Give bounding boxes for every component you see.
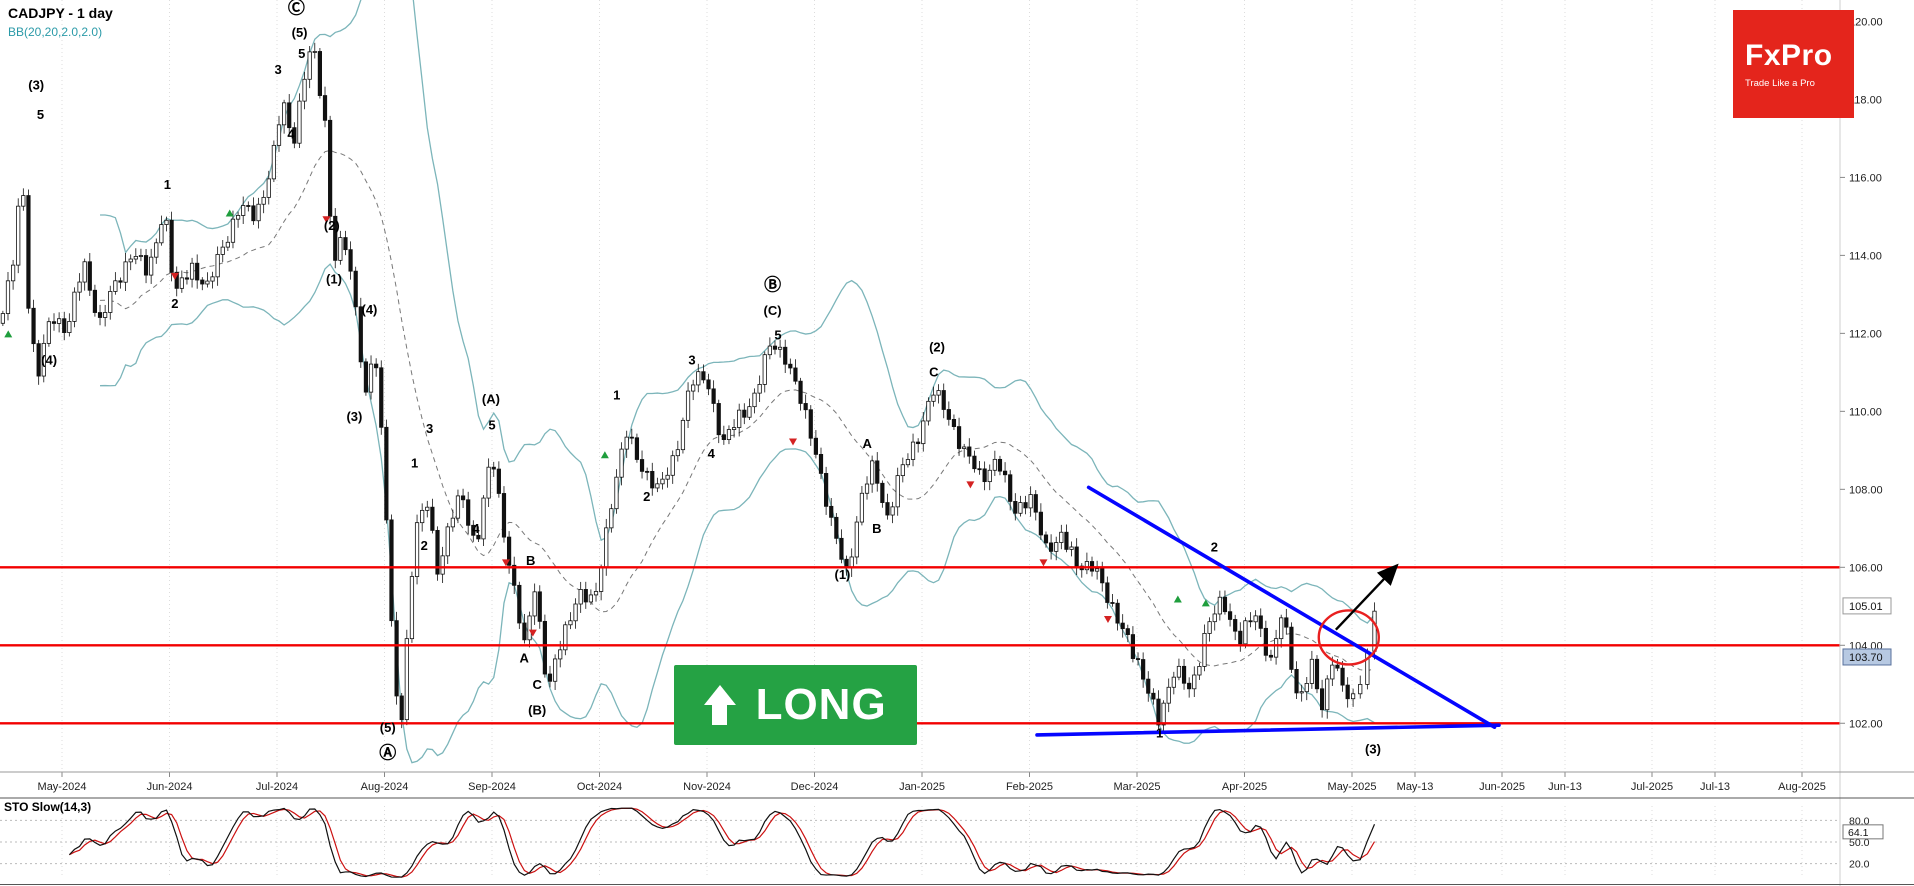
svg-text:120.00: 120.00 [1849,16,1883,28]
svg-text:Ⓑ: Ⓑ [764,274,781,294]
svg-text:(1): (1) [326,271,342,286]
svg-text:103.70: 103.70 [1849,652,1883,664]
svg-text:20.0: 20.0 [1849,859,1870,871]
long-signal-label: LONG [755,679,887,729]
svg-text:102.00: 102.00 [1849,718,1883,730]
svg-text:5: 5 [488,418,495,433]
svg-text:May-2024: May-2024 [38,781,87,793]
svg-text:112.00: 112.00 [1849,328,1882,340]
svg-text:118.00: 118.00 [1849,94,1882,106]
support-resistance-levels [0,566,1840,725]
svg-text:116.00: 116.00 [1849,172,1882,184]
sto-indicator-label: STO Slow(14,3) [4,800,92,814]
svg-text:(B): (B) [528,703,546,718]
svg-text:4: 4 [472,521,480,536]
svg-text:Apr-2025: Apr-2025 [1222,781,1267,793]
long-signal-badge: LONG [673,664,917,745]
svg-text:50.0: 50.0 [1849,837,1870,849]
grid [61,0,1803,878]
svg-text:5: 5 [298,46,305,61]
svg-text:Aug-2024: Aug-2024 [361,781,409,793]
svg-text:May-13: May-13 [1397,781,1434,793]
fxpro-logo-name: FxPro [1745,39,1833,72]
svg-text:(C): (C) [764,303,782,318]
svg-text:(A): (A) [482,392,500,407]
svg-text:5: 5 [774,328,781,343]
signal-markers [4,209,1210,637]
svg-text:Nov-2024: Nov-2024 [683,781,731,793]
svg-text:Sep-2024: Sep-2024 [468,781,516,793]
svg-text:2: 2 [643,489,650,504]
svg-text:Jun-2024: Jun-2024 [147,781,193,793]
bollinger-indicator-label: BB(20,20,2.0,2.0) [8,24,103,39]
highlight-annotations [1317,563,1399,666]
svg-text:Feb-2025: Feb-2025 [1006,781,1053,793]
svg-text:Ⓐ: Ⓐ [379,742,396,762]
svg-text:Ⓒ: Ⓒ [288,0,305,18]
svg-text:Jul-2024: Jul-2024 [256,781,298,793]
svg-text:B: B [526,553,535,568]
svg-text:C: C [929,364,939,379]
svg-text:Jul-2025: Jul-2025 [1631,781,1673,793]
svg-text:3: 3 [426,421,433,436]
svg-text:106.00: 106.00 [1849,562,1883,574]
svg-text:(5): (5) [292,25,308,40]
svg-text:110.00: 110.00 [1849,406,1882,418]
trendlines [1035,485,1501,737]
svg-text:Dec-2024: Dec-2024 [791,781,839,793]
svg-text:A: A [862,436,872,451]
candlesticks [0,42,1377,733]
svg-text:A: A [520,650,530,665]
svg-text:2: 2 [171,296,178,311]
svg-text:(4): (4) [362,302,378,317]
svg-text:(4): (4) [41,353,57,368]
svg-text:(3): (3) [1365,742,1381,757]
svg-text:Aug-2025: Aug-2025 [1778,781,1826,793]
svg-text:3: 3 [274,62,281,77]
svg-text:114.00: 114.00 [1849,250,1882,262]
svg-text:2: 2 [421,538,428,553]
symbol-title: CADJPY - 1 day [8,5,113,21]
svg-text:(2): (2) [929,340,945,355]
svg-text:B: B [872,521,881,536]
svg-text:108.00: 108.00 [1849,484,1883,496]
svg-text:Jan-2025: Jan-2025 [899,781,945,793]
svg-text:3: 3 [688,353,695,368]
chart-title-block: CADJPY - 1 day BB(20,20,2.0,2.0) [8,5,113,40]
time-axis: May-2024 Jun-2024 Jul-2024 Aug-2024 Sep-2024… [38,772,1826,793]
svg-text:64.1: 64.1 [1848,827,1869,839]
wave-labels: (3) 5 (4) 1 2 3 4 Ⓒ (5) 5 (2) (1) (3) (4) (5) Ⓐ 1 2 3 4 (A) 5… [28,0,1381,762]
svg-text:(5): (5) [380,720,396,735]
svg-text:(1): (1) [835,567,851,582]
svg-text:(2): (2) [324,218,340,233]
svg-text:105.01: 105.01 [1849,601,1883,613]
sto-panel-plot: 80.050.020.064.1 [0,807,1884,878]
svg-text:C: C [532,677,542,692]
price-axis: 120.00 118.00 116.00 114.00 112.00 110.00 108.… [1839,0,1892,886]
svg-text:Oct-2024: Oct-2024 [577,781,622,793]
svg-text:2: 2 [1211,540,1218,555]
fxpro-logo: FxPro Trade Like a Pro [1733,10,1854,118]
svg-text:Jun-2025: Jun-2025 [1479,781,1525,793]
svg-text:(3): (3) [346,409,362,424]
up-arrow-icon [703,684,736,725]
svg-text:Mar-2025: Mar-2025 [1113,781,1160,793]
panel-frames [0,771,1914,885]
svg-text:4: 4 [287,126,295,141]
svg-text:1: 1 [164,177,171,192]
svg-text:4: 4 [708,446,716,461]
svg-text:1: 1 [1156,726,1163,741]
svg-text:5: 5 [37,107,44,122]
svg-text:Jul-13: Jul-13 [1700,781,1730,793]
svg-text:May-2025: May-2025 [1328,781,1377,793]
svg-text:1: 1 [411,455,418,470]
svg-text:1: 1 [613,388,620,403]
svg-text:Jun-13: Jun-13 [1548,781,1582,793]
fxpro-logo-tagline: Trade Like a Pro [1745,78,1815,89]
svg-text:(3): (3) [28,78,44,93]
